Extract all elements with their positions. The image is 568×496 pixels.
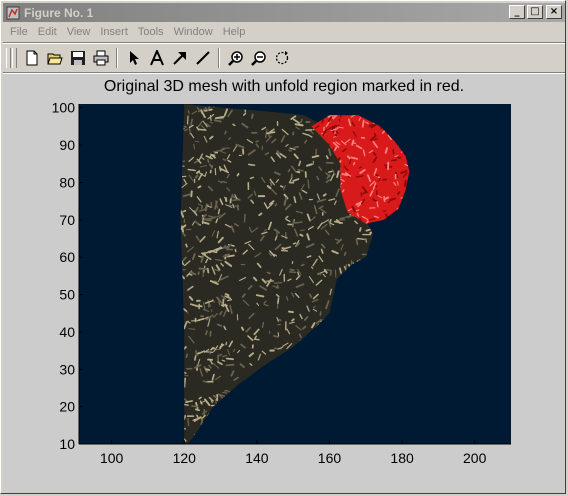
menu-divider <box>3 42 565 44</box>
y-tick-label: 100 <box>52 100 76 116</box>
insert-line-button[interactable] <box>191 47 214 69</box>
y-tick-label: 50 <box>59 287 75 303</box>
x-tick-label: 100 <box>100 450 124 466</box>
new-figure-button[interactable] <box>20 47 43 69</box>
y-tick-label: 30 <box>59 361 75 377</box>
insert-line-icon <box>195 51 210 65</box>
toolbar-divider <box>3 72 565 74</box>
toolbar-separator <box>116 48 118 68</box>
plot-title: Original 3D mesh with unfold region mark… <box>103 78 465 95</box>
minimize-button[interactable]: _ <box>509 5 525 19</box>
figure-toolbar <box>3 45 565 71</box>
zoom-in-button[interactable] <box>224 47 247 69</box>
toolbar-separator-2 <box>218 48 220 68</box>
select-arrow-icon <box>129 51 139 65</box>
save-icon <box>70 51 85 65</box>
window-title: Figure No. 1 <box>24 5 94 20</box>
y-tick-label: 60 <box>59 249 75 265</box>
x-tick-label: 200 <box>463 450 487 466</box>
title-bar[interactable]: Figure No. 1 _ □ × <box>3 3 565 22</box>
save-button[interactable] <box>66 47 89 69</box>
rotate-3d-button[interactable] <box>270 47 293 69</box>
menu-view[interactable]: View <box>66 26 91 38</box>
menu-window[interactable]: Window <box>173 26 213 38</box>
menu-insert[interactable]: Insert <box>100 26 128 38</box>
y-tick-label: 40 <box>59 324 75 340</box>
y-tick-label: 10 <box>59 436 75 452</box>
select-arrow-button[interactable] <box>122 47 145 69</box>
insert-arrow-icon <box>172 52 186 65</box>
insert-text-icon <box>149 50 164 66</box>
menu-tools[interactable]: Tools <box>137 26 164 38</box>
zoom-out-icon <box>250 51 266 66</box>
x-tick-label: 180 <box>390 450 414 466</box>
insert-arrow-button[interactable] <box>168 47 191 69</box>
x-tick-label: 160 <box>318 450 342 466</box>
print-button[interactable] <box>89 47 112 69</box>
close-button[interactable]: × <box>546 5 562 19</box>
open-file-icon <box>46 53 63 65</box>
toolbar-grip[interactable] <box>6 48 11 68</box>
y-tick-label: 90 <box>59 137 75 153</box>
y-tick-label: 20 <box>59 399 75 415</box>
menu-help[interactable]: Help <box>222 26 246 38</box>
menu-file[interactable]: File <box>10 26 28 38</box>
matlab-figure-icon <box>6 6 20 19</box>
y-tick-label: 70 <box>59 212 75 228</box>
maximize-button[interactable]: □ <box>527 5 543 19</box>
x-tick-label: 140 <box>245 450 269 466</box>
plot-area[interactable]: 100 120 140 160 180 200 10 20 30 40 50 60 70 80 90 100 <box>3 74 565 493</box>
new-figure-icon <box>26 50 37 66</box>
x-tick-label: 120 <box>173 450 197 466</box>
open-file-button[interactable] <box>43 47 66 69</box>
figure-canvas[interactable]: Original 3D mesh with unfold region mark… <box>3 74 565 493</box>
insert-text-button[interactable] <box>145 47 168 69</box>
menu-edit[interactable]: Edit <box>37 26 57 38</box>
zoom-in-icon <box>227 51 243 66</box>
zoom-out-button[interactable] <box>247 47 270 69</box>
toolbar-grip-2[interactable] <box>12 48 17 68</box>
print-icon <box>93 50 108 66</box>
menu-bar: File Edit View Insert Tools Window Help <box>3 23 565 41</box>
y-tick-label: 80 <box>59 174 75 190</box>
rotate-3d-icon <box>275 51 288 65</box>
